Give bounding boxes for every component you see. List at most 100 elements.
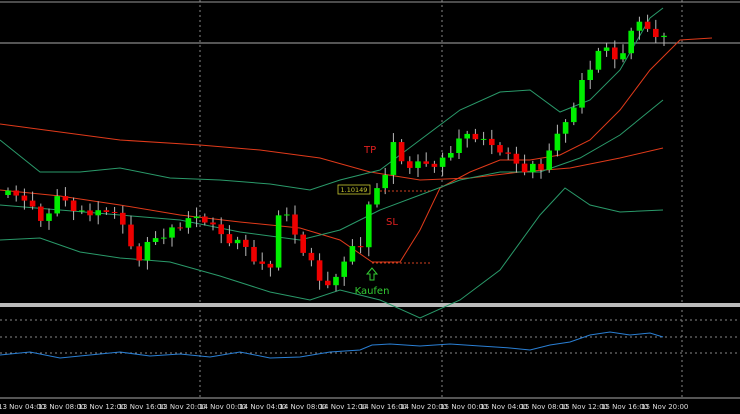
candle-body (193, 216, 200, 219)
candle-body (587, 69, 593, 80)
moving-average-fast (0, 37, 713, 263)
panel-separator (0, 303, 740, 307)
price-tag-box (337, 184, 371, 195)
candle-body (62, 196, 69, 201)
candle-body (161, 237, 167, 239)
candle-body (70, 200, 77, 212)
candle-body (169, 227, 175, 238)
candle-body (300, 234, 306, 253)
candle-body (636, 21, 643, 31)
candle-body (243, 239, 249, 247)
candle-body (111, 211, 118, 213)
time-label: 15 Nov 00:00 (440, 403, 487, 411)
candle-body (407, 161, 413, 168)
time-label: 14 Nov 12:00 (320, 403, 367, 411)
candle-body (562, 122, 569, 134)
time-label: 13 Nov 20:00 (159, 403, 206, 411)
bollinger-lower (0, 187, 664, 319)
candle-body (456, 138, 462, 153)
time-label: 13 Nov 16:00 (119, 403, 166, 411)
candle-body (275, 215, 282, 268)
candle-body (423, 161, 429, 164)
time-label: 15 Nov 20:00 (641, 403, 688, 411)
candle-body (521, 163, 528, 173)
candle-body (366, 204, 372, 248)
stop-loss-label: SL (386, 217, 398, 228)
candle-body (136, 246, 142, 261)
candle-body (218, 224, 224, 235)
candle-body (497, 145, 503, 153)
candle-body (374, 188, 380, 205)
candle-body (325, 280, 331, 286)
candle-body (546, 150, 552, 170)
price-tag: 1.10149 (341, 186, 368, 194)
candle-body (464, 133, 470, 139)
time-label: 13 Nov 04:00 (0, 403, 45, 411)
candle-body (5, 190, 11, 195)
bollinger-upper (0, 7, 664, 191)
candle-body (341, 261, 347, 277)
candle-body (554, 133, 561, 151)
candle-body (612, 47, 618, 60)
time-label: 14 Nov 16:00 (360, 403, 407, 411)
candle-body (357, 246, 364, 248)
time-label: 15 Nov 04:00 (480, 403, 527, 411)
time-label: 14 Nov 00:00 (199, 403, 246, 411)
bollinger-middle (0, 99, 664, 241)
candle-body (95, 210, 101, 216)
candle-body (595, 50, 602, 70)
time-label: 14 Nov 20:00 (400, 403, 447, 411)
candle-body (21, 195, 28, 201)
time-label: 13 Nov 12:00 (78, 403, 125, 411)
candle-body (79, 210, 85, 212)
candle-body (620, 53, 626, 60)
candle-body (152, 238, 159, 242)
candle-body (210, 222, 216, 225)
candle-body (46, 213, 52, 221)
candle-body (234, 239, 241, 244)
time-label: 15 Nov 08:00 (521, 403, 568, 411)
candle-body (653, 28, 659, 38)
candle-body (284, 214, 290, 216)
time-label: 14 Nov 04:00 (239, 403, 286, 411)
candle-body (54, 196, 60, 214)
candle-body (13, 190, 19, 196)
candle-body (579, 80, 585, 108)
candle-body (38, 206, 44, 221)
candle-body (513, 153, 520, 164)
candle-body (185, 218, 192, 228)
candle-body (644, 21, 651, 29)
candle-body (308, 252, 315, 261)
candle-body (480, 138, 487, 140)
candle-body (316, 260, 323, 281)
candle-body (603, 47, 610, 51)
candle-body (144, 241, 151, 261)
candle-body (103, 210, 110, 212)
candle-body (267, 263, 274, 268)
time-label: 15 Nov 12:00 (561, 403, 608, 411)
time-label: 13 Nov 08:00 (38, 403, 85, 411)
candle-body (120, 212, 126, 225)
candle-body (202, 216, 208, 223)
candle-body (259, 261, 265, 264)
candle-body (333, 276, 339, 286)
candle-body (571, 107, 577, 123)
candle-body (390, 142, 397, 175)
candle-body (538, 163, 544, 170)
buy-label: Kaufen (355, 286, 390, 297)
time-label: 15 Nov 16:00 (601, 403, 648, 411)
candle-body (505, 152, 511, 154)
candle-body (628, 30, 634, 54)
candle-body (128, 224, 134, 247)
time-label: 14 Nov 08:00 (279, 403, 326, 411)
grid (0, 0, 740, 398)
candle-body (292, 214, 298, 235)
candle-body (398, 142, 405, 162)
take-profit-label: TP (363, 145, 376, 156)
candle-body (382, 174, 388, 189)
indicators (0, 7, 713, 359)
candle-body (489, 138, 495, 146)
candles (5, 14, 667, 292)
